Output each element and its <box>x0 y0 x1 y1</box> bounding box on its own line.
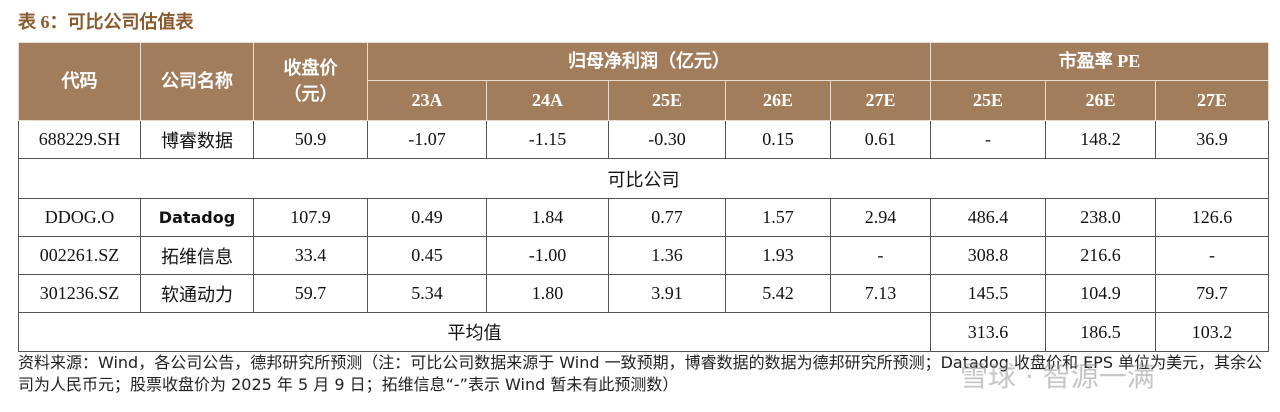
valuation-table: 代码 公司名称 收盘价 （元） 归母净利润（亿元） 市盈率 PE 23A 24A 2… <box>17 42 1270 352</box>
table-cell: 5.42 <box>725 274 831 313</box>
header-cell: 25E <box>608 80 726 121</box>
table-cell: -0.30 <box>608 120 726 159</box>
table-cell: 186.5 <box>1045 312 1157 352</box>
table-cell: 002261.SZ <box>18 236 141 275</box>
section-row: 可比公司 <box>17 158 1270 199</box>
table-cell: 软通动力 <box>140 274 254 313</box>
table-cell: 50.9 <box>253 120 368 159</box>
table-cell: 238.0 <box>1045 198 1157 237</box>
header-cell: 26E <box>725 80 831 121</box>
header-cell: 25E <box>930 80 1047 121</box>
header-cell: 23A <box>367 80 487 121</box>
header-cell: 收盘价 （元） <box>253 42 368 121</box>
header-cell: 26E <box>1045 80 1157 121</box>
table-cell: 36.9 <box>1155 120 1270 159</box>
average-label: 平均值 <box>17 312 932 352</box>
table-cell: -1.07 <box>367 120 487 159</box>
table-cell: DDOG.O <box>18 198 141 237</box>
table-cell: 126.6 <box>1155 198 1270 237</box>
table-row: 002261.SZ 拓维信息 33.4 0.45 -1.00 1.36 1.93-308.8… <box>18 236 1270 275</box>
table-cell: 0.15 <box>725 120 831 159</box>
table-row: 301236.SZ 软通动力 59.7 5.34 1.80 3.91 5.42 7.13 145… <box>18 274 1270 313</box>
table-cell: 103.2 <box>1155 312 1270 352</box>
table-cell: 104.9 <box>1045 274 1157 313</box>
table-cell: 313.6 <box>930 312 1047 352</box>
table-cell: Datadog <box>140 198 254 237</box>
table-cell: 1.57 <box>725 198 831 237</box>
table-row: DDOG.O Datadog 107.9 0.49 1.84 0.77 1.57 2.94 48… <box>18 198 1270 237</box>
header-cell: 24A <box>486 80 609 121</box>
table-cell: 79.7 <box>1155 274 1270 313</box>
table-cell: 33.4 <box>253 236 368 275</box>
table-cell: 0.45 <box>367 236 487 275</box>
table-cell: 1.93 <box>725 236 831 275</box>
table-cell: 145.5 <box>930 274 1047 313</box>
table-cell: 688229.SH <box>18 120 141 159</box>
table-cell: 2.94 <box>829 198 932 237</box>
table-cell: 148.2 <box>1045 120 1157 159</box>
header-cell: 归母净利润（亿元） <box>366 42 932 81</box>
table-cell: 486.4 <box>930 198 1047 237</box>
table-cell: 拓维信息 <box>140 236 254 275</box>
table-header: 代码 公司名称 收盘价 （元） 归母净利润（亿元） 市盈率 PE 23A 24A 2… <box>18 42 1270 121</box>
table-cell: 301236.SZ <box>18 274 141 313</box>
table-cell: 107.9 <box>253 198 368 237</box>
table-cell: 0.49 <box>367 198 487 237</box>
table-cell: 1.36 <box>608 236 726 275</box>
section-cell: 可比公司 <box>17 158 1270 199</box>
header-cell: 27E <box>829 80 932 121</box>
average-row: 平均值 313.6 186.5 103.2 <box>17 312 1270 352</box>
table-cell: 0.61 <box>829 120 932 159</box>
table-cell: -1.15 <box>486 120 609 159</box>
table-row: 688229.SH 博睿数据 50.9 -1.07 -1.15 -0.30 0.15 0.61… <box>18 120 1270 159</box>
table-cell: - <box>1155 236 1270 275</box>
table-cell: 1.80 <box>486 274 609 313</box>
table-cell: 5.34 <box>367 274 487 313</box>
table-cell: 1.84 <box>486 198 609 237</box>
header-cell: 市盈率 PE <box>930 42 1270 81</box>
table-cell: 216.6 <box>1045 236 1157 275</box>
header-cell: 27E <box>1155 80 1270 121</box>
table-cell: 博睿数据 <box>140 120 254 159</box>
table-cell: - <box>930 120 1047 159</box>
table-cell: 3.91 <box>608 274 726 313</box>
table-cell: 0.77 <box>608 198 726 237</box>
footnote: 资料来源：Wind，各公司公告，德邦研究所预测（注：可比公司数据来源于 Wind… <box>18 353 1263 394</box>
table-cell: 59.7 <box>253 274 368 313</box>
table-title: 表 6：可比公司估值表 <box>18 12 194 32</box>
table-cell: 7.13 <box>829 274 932 313</box>
table-cell: - <box>829 236 932 275</box>
table-cell: -1.00 <box>486 236 609 275</box>
header-cell: 公司名称 <box>140 42 254 121</box>
header-cell: 代码 <box>18 42 141 121</box>
table-cell: 308.8 <box>930 236 1047 275</box>
watermark: 雪球 · 智源一满 <box>960 360 1155 393</box>
